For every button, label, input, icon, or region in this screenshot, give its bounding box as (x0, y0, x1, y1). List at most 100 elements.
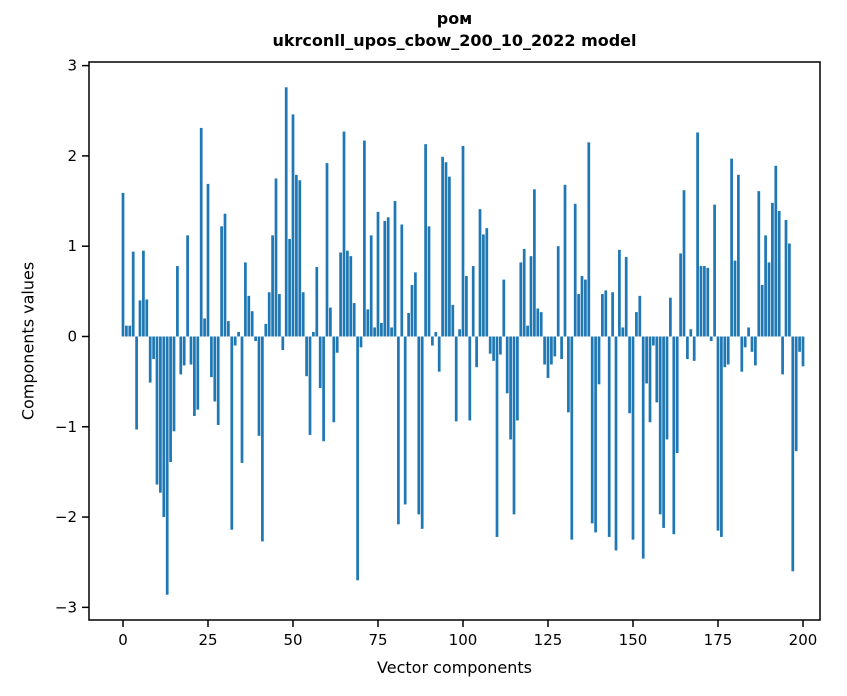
bar (325, 163, 329, 337)
bar (414, 272, 417, 337)
bar (407, 313, 410, 337)
bar (655, 336, 659, 403)
bar (244, 262, 247, 337)
bar (682, 190, 686, 337)
chart-subtitle: ukrconll_upos_cbow_200_10_2022 model (272, 30, 637, 50)
bar (267, 292, 271, 337)
bar (696, 132, 699, 337)
bar (485, 228, 489, 337)
bar (135, 336, 138, 430)
bar (278, 294, 281, 337)
bar (380, 322, 383, 337)
bar (587, 142, 591, 337)
bar (567, 336, 570, 413)
bar (288, 238, 291, 337)
x-tick-label: 75 (368, 631, 387, 649)
bar (301, 292, 305, 337)
bar (312, 331, 315, 337)
plot-frame (88, 61, 821, 621)
bar (281, 336, 285, 351)
bar (465, 275, 468, 337)
bar (240, 336, 244, 463)
bar (356, 336, 359, 581)
bar (451, 304, 455, 337)
bar (393, 201, 397, 337)
bar (570, 336, 574, 540)
bar (295, 174, 298, 337)
bar (505, 336, 509, 394)
bar (342, 131, 346, 337)
bar (142, 250, 145, 337)
x-tick-label: 50 (283, 631, 302, 649)
bar (665, 336, 669, 440)
bar (424, 144, 427, 337)
bar (611, 292, 614, 337)
x-tick-label: 25 (198, 631, 217, 649)
bar (261, 336, 264, 542)
bar (125, 325, 128, 337)
bar (461, 145, 465, 337)
bar (216, 336, 220, 425)
bar (376, 211, 380, 337)
chart-title: ром (436, 9, 473, 28)
bar (672, 336, 676, 535)
bar (315, 266, 319, 337)
bar (271, 235, 274, 337)
x-tick-label: 175 (704, 631, 733, 649)
bar (233, 336, 237, 346)
bar (329, 307, 332, 337)
bar (546, 336, 550, 379)
bar (206, 183, 210, 337)
x-tick-label: 150 (619, 631, 648, 649)
bar (662, 336, 665, 528)
bar (145, 299, 149, 337)
bar (519, 262, 523, 337)
bar (318, 336, 322, 388)
bar (754, 336, 757, 366)
bar (478, 209, 482, 337)
x-axis-label: Vector components (377, 658, 532, 677)
x-tick-label: 200 (789, 631, 818, 649)
bar (182, 336, 186, 366)
bar (499, 336, 502, 355)
bar (352, 303, 356, 337)
y-tick-label: 0 (67, 327, 77, 345)
bar (128, 325, 132, 337)
bar (250, 311, 254, 337)
bar (794, 336, 798, 452)
bar (648, 336, 652, 423)
bar (223, 213, 227, 337)
bar (740, 336, 744, 372)
bar (471, 266, 475, 337)
bar (165, 336, 169, 595)
bar (509, 336, 512, 440)
bar (553, 336, 557, 357)
y-tick-label: −1 (55, 418, 77, 436)
bar (529, 256, 533, 337)
bar (645, 336, 648, 384)
bar (706, 267, 710, 337)
x-tick-label: 125 (534, 631, 563, 649)
bar (339, 252, 342, 337)
bar (237, 331, 240, 337)
bar (801, 336, 805, 367)
bar (675, 336, 679, 453)
bar (652, 336, 655, 346)
bar (444, 162, 448, 337)
bar (726, 336, 730, 365)
bar (550, 336, 553, 365)
bar (210, 336, 213, 378)
bar (468, 336, 472, 421)
bar (359, 336, 363, 348)
bar (397, 336, 400, 525)
bar (349, 256, 353, 337)
bar (709, 336, 713, 341)
bar (723, 336, 727, 368)
bar (410, 285, 414, 337)
bar (679, 253, 682, 337)
bar (522, 248, 526, 337)
bar (733, 260, 737, 337)
bar (369, 235, 373, 337)
bar (199, 127, 203, 337)
